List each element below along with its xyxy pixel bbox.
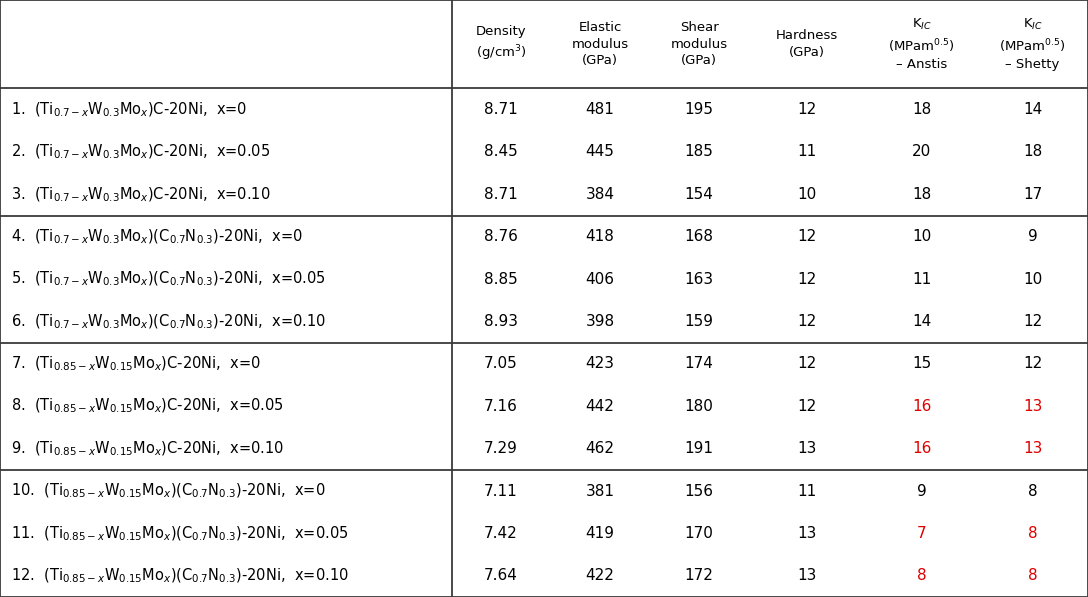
Text: 12: 12 — [798, 272, 817, 287]
Text: 156: 156 — [684, 484, 714, 498]
Text: K$_{IC}$
(MPam$^{0.5}$)
– Anstis: K$_{IC}$ (MPam$^{0.5}$) – Anstis — [888, 17, 955, 71]
Text: 15: 15 — [912, 356, 931, 371]
Text: 10: 10 — [912, 229, 931, 244]
Text: 8.  (Ti$_{0.85-x}$W$_{0.15}$Mo$_x$)C-20Ni,  x=0.05: 8. (Ti$_{0.85-x}$W$_{0.15}$Mo$_x$)C-20Ni… — [11, 397, 284, 416]
Text: 1.  (Ti$_{0.7-x}$W$_{0.3}$Mo$_x$)C-20Ni,  x=0: 1. (Ti$_{0.7-x}$W$_{0.3}$Mo$_x$)C-20Ni, … — [11, 100, 247, 119]
Text: 8: 8 — [1028, 526, 1037, 541]
Text: 9.  (Ti$_{0.85-x}$W$_{0.15}$Mo$_x$)C-20Ni,  x=0.10: 9. (Ti$_{0.85-x}$W$_{0.15}$Mo$_x$)C-20Ni… — [11, 439, 284, 458]
Text: 12: 12 — [798, 229, 817, 244]
Text: 10: 10 — [798, 187, 817, 202]
Text: 168: 168 — [684, 229, 714, 244]
Text: 8.45: 8.45 — [484, 144, 518, 159]
Text: 13: 13 — [798, 526, 817, 541]
Text: 384: 384 — [585, 187, 615, 202]
Text: 445: 445 — [585, 144, 615, 159]
Text: 422: 422 — [585, 568, 615, 583]
Text: 12: 12 — [798, 356, 817, 371]
Text: 14: 14 — [1023, 102, 1042, 117]
Text: 4.  (Ti$_{0.7-x}$W$_{0.3}$Mo$_x$)(C$_{0.7}$N$_{0.3}$)-20Ni,  x=0: 4. (Ti$_{0.7-x}$W$_{0.3}$Mo$_x$)(C$_{0.7… — [11, 227, 302, 246]
Text: 398: 398 — [585, 314, 615, 329]
Text: Elastic
modulus
(GPa): Elastic modulus (GPa) — [571, 21, 629, 67]
Text: 180: 180 — [684, 399, 714, 414]
Text: 9: 9 — [1028, 229, 1037, 244]
Text: 11: 11 — [798, 484, 817, 498]
Text: 12: 12 — [1023, 356, 1042, 371]
Text: 7: 7 — [917, 526, 926, 541]
Text: 170: 170 — [684, 526, 714, 541]
Text: 154: 154 — [684, 187, 714, 202]
Text: 14: 14 — [912, 314, 931, 329]
Text: 8: 8 — [917, 568, 926, 583]
Text: Density
(g/cm$^3$): Density (g/cm$^3$) — [475, 26, 527, 63]
Text: 481: 481 — [585, 102, 615, 117]
Text: 195: 195 — [684, 102, 714, 117]
Text: Hardness
(GPa): Hardness (GPa) — [776, 29, 839, 59]
Text: 8.71: 8.71 — [484, 187, 518, 202]
Text: 8.71: 8.71 — [484, 102, 518, 117]
Text: 13: 13 — [1023, 399, 1042, 414]
Text: 185: 185 — [684, 144, 714, 159]
Text: 7.  (Ti$_{0.85-x}$W$_{0.15}$Mo$_x$)C-20Ni,  x=0: 7. (Ti$_{0.85-x}$W$_{0.15}$Mo$_x$)C-20Ni… — [11, 355, 261, 373]
Text: 172: 172 — [684, 568, 714, 583]
Text: 13: 13 — [1023, 441, 1042, 456]
Text: 18: 18 — [912, 187, 931, 202]
Text: 381: 381 — [585, 484, 615, 498]
Text: 13: 13 — [798, 441, 817, 456]
Text: 423: 423 — [585, 356, 615, 371]
Text: 9: 9 — [917, 484, 926, 498]
Text: 5.  (Ti$_{0.7-x}$W$_{0.3}$Mo$_x$)(C$_{0.7}$N$_{0.3}$)-20Ni,  x=0.05: 5. (Ti$_{0.7-x}$W$_{0.3}$Mo$_x$)(C$_{0.7… — [11, 270, 325, 288]
Text: 11: 11 — [798, 144, 817, 159]
Text: 8.93: 8.93 — [484, 314, 518, 329]
Text: 12.  (Ti$_{0.85-x}$W$_{0.15}$Mo$_x$)(C$_{0.7}$N$_{0.3}$)-20Ni,  x=0.10: 12. (Ti$_{0.85-x}$W$_{0.15}$Mo$_x$)(C$_{… — [11, 567, 348, 585]
Text: 10.  (Ti$_{0.85-x}$W$_{0.15}$Mo$_x$)(C$_{0.7}$N$_{0.3}$)-20Ni,  x=0: 10. (Ti$_{0.85-x}$W$_{0.15}$Mo$_x$)(C$_{… — [11, 482, 325, 500]
Text: K$_{IC}$
(MPam$^{0.5}$)
– Shetty: K$_{IC}$ (MPam$^{0.5}$) – Shetty — [999, 17, 1066, 71]
Text: 3.  (Ti$_{0.7-x}$W$_{0.3}$Mo$_x$)C-20Ni,  x=0.10: 3. (Ti$_{0.7-x}$W$_{0.3}$Mo$_x$)C-20Ni, … — [11, 185, 271, 204]
Text: 7.64: 7.64 — [484, 568, 518, 583]
Text: Shear
modulus
(GPa): Shear modulus (GPa) — [670, 21, 728, 67]
Text: 20: 20 — [912, 144, 931, 159]
Text: 2.  (Ti$_{0.7-x}$W$_{0.3}$Mo$_x$)C-20Ni,  x=0.05: 2. (Ti$_{0.7-x}$W$_{0.3}$Mo$_x$)C-20Ni, … — [11, 143, 270, 161]
Text: 7.16: 7.16 — [484, 399, 518, 414]
Text: 10: 10 — [1023, 272, 1042, 287]
Text: 406: 406 — [585, 272, 615, 287]
Text: 442: 442 — [585, 399, 615, 414]
Text: 16: 16 — [912, 399, 931, 414]
Text: 174: 174 — [684, 356, 714, 371]
Text: 7.05: 7.05 — [484, 356, 518, 371]
Text: 12: 12 — [1023, 314, 1042, 329]
Text: 163: 163 — [684, 272, 714, 287]
Text: 8.76: 8.76 — [484, 229, 518, 244]
Text: 418: 418 — [585, 229, 615, 244]
Text: 7.42: 7.42 — [484, 526, 518, 541]
Text: 7.11: 7.11 — [484, 484, 518, 498]
Text: 7.29: 7.29 — [484, 441, 518, 456]
Text: 419: 419 — [585, 526, 615, 541]
Text: 8: 8 — [1028, 568, 1037, 583]
Text: 18: 18 — [912, 102, 931, 117]
Text: 12: 12 — [798, 399, 817, 414]
Text: 11: 11 — [912, 272, 931, 287]
Text: 462: 462 — [585, 441, 615, 456]
Text: 13: 13 — [798, 568, 817, 583]
Text: 12: 12 — [798, 314, 817, 329]
Text: 159: 159 — [684, 314, 714, 329]
Text: 16: 16 — [912, 441, 931, 456]
Text: 11.  (Ti$_{0.85-x}$W$_{0.15}$Mo$_x$)(C$_{0.7}$N$_{0.3}$)-20Ni,  x=0.05: 11. (Ti$_{0.85-x}$W$_{0.15}$Mo$_x$)(C$_{… — [11, 524, 348, 543]
Text: 17: 17 — [1023, 187, 1042, 202]
Text: 8: 8 — [1028, 484, 1037, 498]
Text: 8.85: 8.85 — [484, 272, 518, 287]
Text: 191: 191 — [684, 441, 714, 456]
Text: 6.  (Ti$_{0.7-x}$W$_{0.3}$Mo$_x$)(C$_{0.7}$N$_{0.3}$)-20Ni,  x=0.10: 6. (Ti$_{0.7-x}$W$_{0.3}$Mo$_x$)(C$_{0.7… — [11, 312, 325, 331]
Text: 12: 12 — [798, 102, 817, 117]
Text: 18: 18 — [1023, 144, 1042, 159]
